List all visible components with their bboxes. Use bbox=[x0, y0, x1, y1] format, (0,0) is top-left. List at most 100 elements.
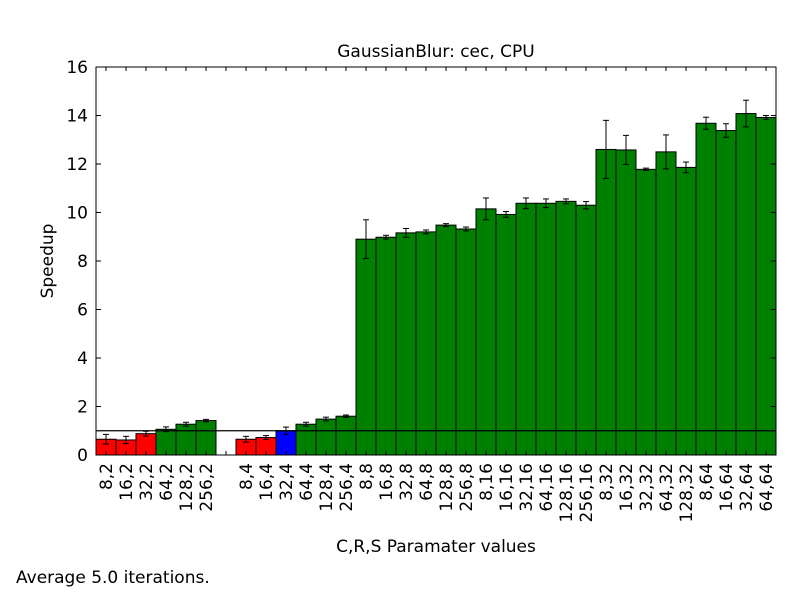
x-tick-label-27: 32,32 bbox=[637, 463, 657, 512]
error-bar-4 bbox=[183, 421, 189, 427]
x-tick-label-13: 8,8 bbox=[357, 463, 377, 490]
error-bar-12 bbox=[343, 414, 349, 418]
y-tick-label-3: 6 bbox=[77, 301, 88, 321]
error-bar-23 bbox=[563, 198, 569, 205]
error-bar-33 bbox=[763, 115, 769, 120]
x-tick-label-0: 8,2 bbox=[97, 463, 117, 490]
y-tick-label-6: 12 bbox=[66, 155, 88, 175]
error-bar-29 bbox=[683, 161, 689, 174]
x-tick-label-21: 32,16 bbox=[517, 463, 537, 512]
bar-24 bbox=[575, 204, 597, 456]
error-bar-22 bbox=[543, 198, 549, 209]
error-bar-16 bbox=[423, 229, 429, 235]
bar-16 bbox=[415, 231, 437, 456]
x-tick-label-4: 128,2 bbox=[177, 463, 197, 512]
y-tick-label-5: 10 bbox=[66, 204, 88, 224]
error-bar-1 bbox=[123, 435, 129, 445]
bar-13 bbox=[355, 238, 377, 456]
x-tick-label-11: 128,4 bbox=[317, 463, 337, 512]
bar-28 bbox=[655, 151, 677, 456]
bar-5 bbox=[195, 420, 217, 456]
x-tick-label-14: 16,8 bbox=[377, 463, 397, 501]
x-tick-label-9: 32,4 bbox=[277, 463, 297, 501]
x-tick-label-8: 16,4 bbox=[257, 463, 277, 501]
footnote: Average 5.0 iterations. bbox=[16, 568, 210, 588]
bar-27 bbox=[635, 168, 657, 456]
error-bar-32 bbox=[743, 99, 749, 128]
y-tick-label-4: 8 bbox=[77, 252, 88, 272]
bar-21 bbox=[515, 202, 537, 456]
bar-33 bbox=[755, 116, 777, 456]
error-bar-28 bbox=[663, 134, 669, 170]
bar-18 bbox=[455, 228, 477, 456]
x-tick-label-2: 32,2 bbox=[137, 463, 157, 501]
x-tick-label-3: 64,2 bbox=[157, 463, 177, 501]
x-ticks-group: 8,2 16,2 32,2 64,2 128,2 256,2 8,4 16,4 32,4 64,4… bbox=[97, 67, 777, 522]
bar-17 bbox=[435, 224, 457, 456]
x-tick-label-1: 16,2 bbox=[117, 463, 137, 501]
x-tick-label-16: 64,8 bbox=[417, 463, 437, 501]
error-bar-14 bbox=[383, 234, 389, 240]
x-tick-label-12: 256,4 bbox=[337, 463, 357, 512]
bar-25 bbox=[595, 148, 617, 456]
x-tick-label-22: 64,16 bbox=[537, 463, 557, 512]
error-bars-group bbox=[103, 99, 769, 445]
y-tick-label-2: 4 bbox=[77, 349, 88, 369]
bar-31 bbox=[715, 130, 737, 456]
x-tick-label-18: 256,8 bbox=[457, 463, 477, 512]
bar-10 bbox=[295, 423, 317, 456]
bar-4 bbox=[175, 423, 197, 456]
x-tick-label-23: 128,16 bbox=[557, 463, 577, 522]
error-bar-5 bbox=[203, 418, 209, 423]
chart-title: GaussianBlur: cec, CPU bbox=[337, 42, 535, 62]
error-bar-0 bbox=[103, 433, 109, 445]
x-tick-label-5: 256,2 bbox=[197, 463, 217, 512]
error-bar-17 bbox=[443, 223, 449, 228]
y-tick-label-8: 16 bbox=[66, 58, 88, 78]
bar-14 bbox=[375, 236, 397, 456]
y-tick-label-1: 2 bbox=[77, 398, 88, 418]
error-bar-21 bbox=[523, 197, 529, 210]
bar-19 bbox=[475, 208, 497, 456]
x-axis-label: C,R,S Paramater values bbox=[336, 537, 536, 557]
error-bar-7 bbox=[243, 435, 249, 443]
error-bar-25 bbox=[603, 119, 609, 180]
x-tick-label-25: 8,32 bbox=[597, 463, 617, 501]
error-bar-18 bbox=[463, 226, 469, 232]
error-bar-24 bbox=[583, 201, 589, 210]
x-tick-label-33: 64,64 bbox=[757, 463, 777, 512]
y-tick-label-7: 14 bbox=[66, 107, 88, 127]
x-tick-label-10: 64,4 bbox=[297, 463, 317, 501]
bar-12 bbox=[335, 415, 357, 456]
bar-15 bbox=[395, 232, 417, 456]
bar-11 bbox=[315, 418, 337, 456]
x-tick-label-26: 16,32 bbox=[617, 463, 637, 512]
error-bar-15 bbox=[403, 228, 409, 238]
x-tick-label-19: 8,16 bbox=[477, 463, 497, 501]
y-axis-label: Speedup bbox=[38, 224, 58, 299]
error-bar-19 bbox=[483, 197, 489, 221]
bar-30 bbox=[695, 122, 717, 456]
error-bar-26 bbox=[623, 134, 629, 165]
bar-32 bbox=[735, 113, 757, 456]
x-tick-label-7: 8,4 bbox=[237, 463, 257, 490]
error-bar-27 bbox=[643, 167, 649, 172]
error-bar-30 bbox=[703, 116, 709, 130]
x-tick-label-31: 16,64 bbox=[717, 463, 737, 512]
error-bar-13 bbox=[363, 219, 369, 260]
bar-20 bbox=[495, 213, 517, 456]
bar-29 bbox=[675, 166, 697, 456]
error-bar-10 bbox=[303, 421, 309, 427]
y-tick-label-0: 0 bbox=[77, 446, 88, 466]
error-bar-31 bbox=[723, 123, 729, 138]
error-bar-20 bbox=[503, 211, 509, 218]
bar-26 bbox=[615, 149, 637, 456]
x-tick-label-15: 32,8 bbox=[397, 463, 417, 501]
x-tick-label-20: 16,16 bbox=[497, 463, 517, 512]
x-tick-label-24: 256,16 bbox=[577, 463, 597, 522]
bar-23 bbox=[555, 200, 577, 456]
error-bar-11 bbox=[323, 416, 329, 422]
error-bar-8 bbox=[263, 435, 269, 440]
plot-frame bbox=[95, 66, 777, 456]
